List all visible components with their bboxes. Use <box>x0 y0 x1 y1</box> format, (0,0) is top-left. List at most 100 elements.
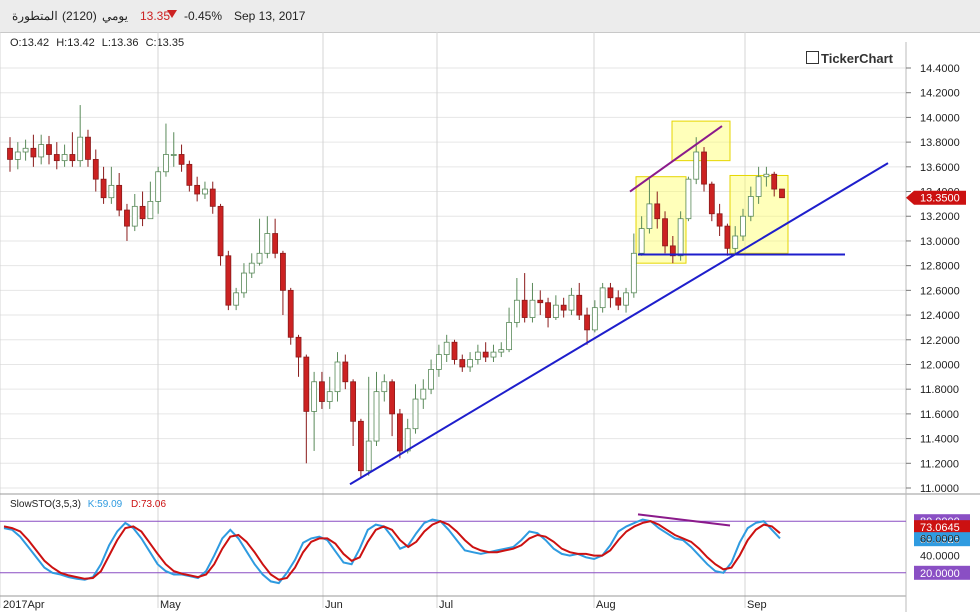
candle-body <box>576 294 583 316</box>
candle-body <box>381 381 388 393</box>
candle-body <box>779 188 785 199</box>
candle-body <box>280 252 286 291</box>
candle-body <box>459 359 466 368</box>
candle-body <box>654 203 661 220</box>
candle-body <box>591 307 598 331</box>
candle-body <box>630 252 637 294</box>
symbol-name: المتطورة <box>12 9 58 23</box>
price-tag-label: 13.3500 <box>920 193 960 205</box>
candle-body <box>256 252 263 264</box>
candle-body <box>46 144 52 155</box>
candle-body <box>248 262 255 274</box>
candle-body <box>178 154 185 165</box>
candle-body <box>677 218 684 257</box>
candle-body <box>147 201 154 220</box>
candle-body <box>365 440 372 472</box>
low-value: L:13.36 <box>101 37 139 49</box>
candle-body <box>350 381 357 422</box>
candle-body <box>638 228 645 254</box>
y-tick-label: 12.4000 <box>920 310 960 322</box>
candle-body <box>342 361 349 383</box>
symbol-code: (2120) <box>62 9 97 23</box>
price-chart[interactable]: 14.400014.200014.000013.800013.600013.40… <box>0 32 980 612</box>
y-tick-label: 11.0000 <box>920 483 959 495</box>
candle-body <box>420 388 427 400</box>
high-value: H:13.42 <box>56 37 95 49</box>
candle-body <box>77 136 84 162</box>
candle-body <box>732 235 739 249</box>
candle-body <box>38 144 45 158</box>
candle-body <box>217 205 224 257</box>
candle-body <box>669 245 676 257</box>
logo-text: TickerChart <box>821 51 894 66</box>
stoch-tag-k <box>914 532 970 547</box>
stoch-tag-k-label: 59.0926 <box>920 534 960 546</box>
candle-body <box>724 225 731 249</box>
stoch-d-line <box>3 520 781 581</box>
y-tick-label: 11.8000 <box>920 384 959 396</box>
candle-body <box>506 322 512 351</box>
candle-body <box>100 178 107 199</box>
candle-body <box>498 349 505 353</box>
candle-body <box>537 299 544 304</box>
x-tick-label: Jun <box>325 599 343 611</box>
candle-body <box>755 176 762 197</box>
candle-body <box>311 381 318 412</box>
candle-body <box>202 188 208 195</box>
y-tick-label: 13.0000 <box>920 236 960 248</box>
candle-body <box>490 351 497 358</box>
candle-body <box>124 209 130 227</box>
y-tick-label: 12.8000 <box>920 261 960 273</box>
candle-body <box>545 302 551 318</box>
candle-body <box>568 294 575 311</box>
candle-body <box>389 381 396 415</box>
x-tick-label: 2017Apr <box>3 599 45 611</box>
candle-body <box>428 369 434 390</box>
stoch-label: SlowSTO(3,5,3) <box>10 499 81 510</box>
candle-body <box>264 233 271 254</box>
candle-body <box>560 304 567 311</box>
candle-body <box>435 354 442 370</box>
candle-body <box>7 147 13 160</box>
candle-body <box>326 391 333 402</box>
tickerchart-logo: TickerChart <box>806 51 893 66</box>
candle-body <box>521 299 528 318</box>
ohlc-readout: O:13.42 H:13.42 L:13.36 C:13.35 <box>10 37 188 49</box>
stoch-divergence-line <box>637 513 731 527</box>
candle-body <box>685 178 692 220</box>
x-tick-label: Aug <box>596 599 616 611</box>
y-tick-label: 14.0000 <box>920 112 960 124</box>
candle-body <box>443 341 450 355</box>
candle-body <box>14 151 21 160</box>
candle-body <box>30 147 37 158</box>
y-tick-label: 11.6000 <box>920 409 959 421</box>
candle-body <box>116 184 123 211</box>
candle-body <box>295 336 302 358</box>
stoch-k-label: K:59.09 <box>87 499 123 510</box>
candle-body <box>763 173 770 178</box>
candle-body <box>61 154 68 162</box>
candle-body <box>646 203 653 229</box>
candle-body <box>194 184 201 195</box>
y-tick-label: 12.6000 <box>920 285 960 297</box>
symbol-header: المتطورة (2120) يومي 13.35 -0.45% Sep 13… <box>0 0 980 33</box>
candle-body <box>615 297 622 306</box>
y-tick-label: 13.6000 <box>920 162 960 174</box>
y-tick-label: 11.2000 <box>920 458 959 470</box>
x-tick-label: Jul <box>439 599 453 611</box>
y-tick-label: 14.2000 <box>920 88 960 100</box>
candle-body <box>319 381 325 402</box>
candle-body <box>170 154 177 156</box>
open-value: O:13.42 <box>10 37 50 49</box>
candle-body <box>85 136 91 160</box>
y-tick-label: 12.0000 <box>920 359 960 371</box>
candle-body <box>131 205 138 227</box>
candle-body <box>139 205 146 220</box>
candle-body <box>373 391 380 442</box>
candle-body <box>412 398 419 430</box>
candle-body <box>272 233 279 254</box>
candle-body <box>241 272 247 294</box>
stoch-tag-20 <box>914 565 970 580</box>
candle-body <box>474 351 481 360</box>
